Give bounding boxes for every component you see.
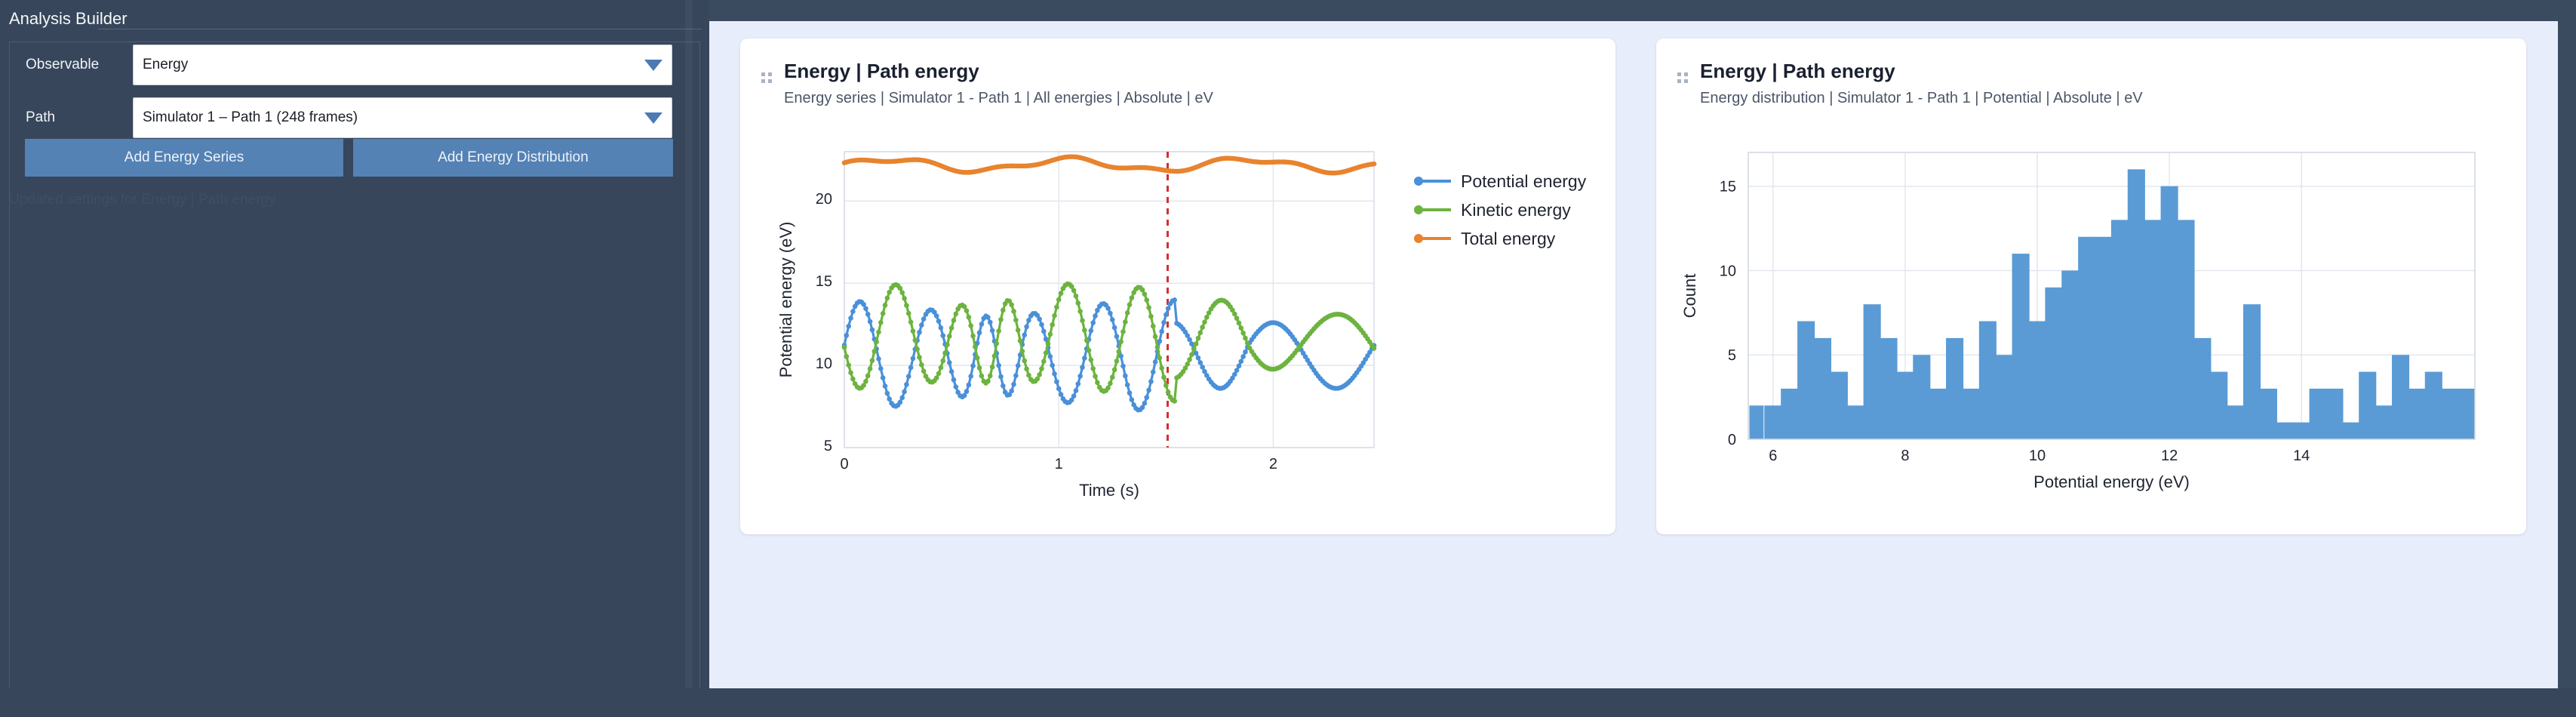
svg-text:0: 0 — [1728, 432, 1736, 448]
svg-text:10: 10 — [2029, 448, 2046, 464]
svg-text:14: 14 — [2293, 448, 2310, 464]
svg-text:5: 5 — [824, 438, 832, 454]
svg-text:20: 20 — [816, 191, 832, 208]
svg-text:Kinetic energy: Kinetic energy — [1461, 200, 1571, 220]
svg-text:5: 5 — [1728, 347, 1736, 364]
svg-text:10: 10 — [816, 355, 832, 372]
svg-text:Time (s): Time (s) — [1079, 481, 1139, 500]
svg-text:12: 12 — [2161, 448, 2178, 464]
svg-text:15: 15 — [1720, 179, 1736, 195]
svg-text:Potential energy (eV): Potential energy (eV) — [2033, 472, 2190, 491]
svg-text:1: 1 — [1055, 456, 1063, 472]
svg-text:Count: Count — [1680, 274, 1699, 318]
svg-text:0: 0 — [840, 456, 848, 472]
svg-text:15: 15 — [816, 273, 832, 290]
svg-text:10: 10 — [1720, 263, 1736, 279]
svg-text:8: 8 — [1901, 448, 1909, 464]
svg-text:Potential energy (eV): Potential energy (eV) — [776, 222, 795, 378]
svg-text:Potential energy: Potential energy — [1461, 171, 1587, 191]
svg-text:6: 6 — [1769, 448, 1777, 464]
svg-text:Total energy: Total energy — [1461, 229, 1556, 248]
svg-text:2: 2 — [1269, 456, 1277, 472]
